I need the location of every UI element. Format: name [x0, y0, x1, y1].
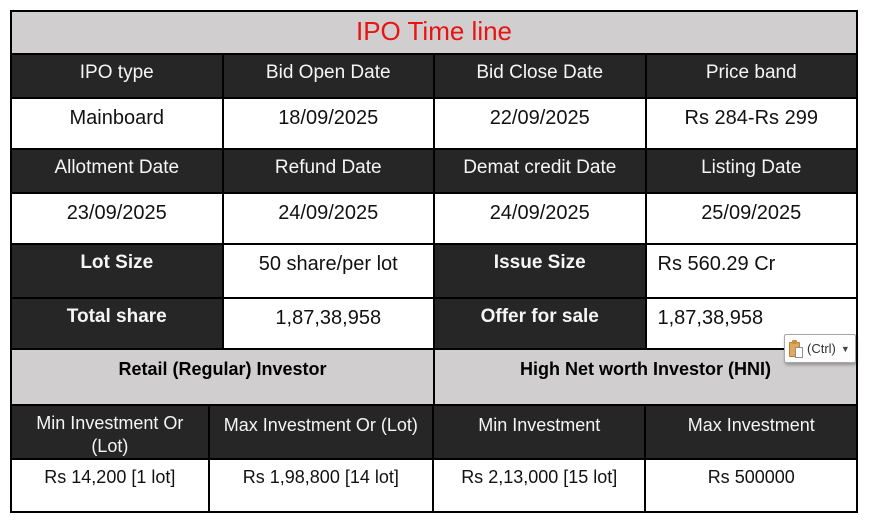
label-issue-size: Issue Size — [435, 245, 645, 297]
value-max-investment-hni: Rs 500000 — [646, 460, 856, 511]
clipboard-clip — [792, 339, 797, 344]
value-min-investment-hni: Rs 2,13,000 [15 lot] — [434, 460, 645, 511]
clipboard-paste-icon — [789, 339, 804, 358]
value-refund-date: 24/09/2025 — [223, 194, 433, 243]
header-allotment-date: Allotment Date — [12, 150, 222, 192]
value-price-band: Rs 284-Rs 299 — [646, 99, 856, 148]
header-row-1: IPO type Bid Open Date Bid Close Date Pr… — [12, 55, 856, 97]
label-lot-size: Lot Size — [12, 245, 222, 297]
header-demat-credit-date: Demat credit Date — [435, 150, 645, 192]
paste-options-button[interactable]: (Ctrl) ▼ — [784, 334, 856, 363]
table-title: IPO Time line — [12, 12, 856, 53]
value-min-investment-lot: Rs 14,200 [1 lot] — [12, 460, 208, 511]
investor-section-row: Retail (Regular) Investor High Net worth… — [12, 350, 856, 404]
data-row-2: 23/09/2025 24/09/2025 24/09/2025 25/09/2… — [12, 194, 856, 243]
value-max-investment-lot: Rs 1,98,800 [14 lot] — [209, 460, 432, 511]
header-refund-date: Refund Date — [223, 150, 433, 192]
value-allotment-date: 23/09/2025 — [12, 194, 222, 243]
label-offer-for-sale: Offer for sale — [435, 299, 645, 348]
header-price-band: Price band — [646, 55, 856, 97]
header-row-2: Allotment Date Refund Date Demat credit … — [12, 150, 856, 192]
section-retail-investor: Retail (Regular) Investor — [12, 350, 433, 404]
paste-options-label: (Ctrl) — [807, 341, 836, 356]
value-bid-open-date: 18/09/2025 — [223, 99, 433, 148]
header-bid-close-date: Bid Close Date — [435, 55, 645, 97]
header-row-3: Min Investment Or (Lot) Max Investment O… — [12, 406, 856, 458]
value-lot-size: 50 share/per lot — [223, 245, 433, 297]
value-total-share: 1,87,38,958 — [223, 299, 433, 348]
value-listing-date: 25/09/2025 — [646, 194, 856, 243]
share-offer-row: Total share 1,87,38,958 Offer for sale 1… — [12, 299, 856, 348]
header-ipo-type: IPO type — [12, 55, 222, 97]
header-max-investment-hni: Max Investment — [646, 406, 856, 458]
data-row-3: Rs 14,200 [1 lot] Rs 1,98,800 [14 lot] R… — [12, 460, 856, 511]
value-ipo-type: Mainboard — [12, 99, 222, 148]
value-offer-for-sale: 1,87,38,958 — [646, 299, 856, 348]
value-demat-credit-date: 24/09/2025 — [435, 194, 645, 243]
label-total-share: Total share — [12, 299, 222, 348]
header-min-investment-lot: Min Investment Or (Lot) — [12, 406, 208, 458]
ipo-table: IPO Time line IPO type Bid Open Date Bid… — [10, 10, 858, 513]
clipboard-page — [795, 346, 803, 358]
data-row-1: Mainboard 18/09/2025 22/09/2025 Rs 284-R… — [12, 99, 856, 148]
title-row: IPO Time line — [12, 12, 856, 53]
header-max-investment-lot: Max Investment Or (Lot) — [209, 406, 432, 458]
chevron-down-icon[interactable]: ▼ — [840, 343, 850, 354]
header-listing-date: Listing Date — [646, 150, 856, 192]
value-issue-size: Rs 560.29 Cr — [646, 245, 856, 297]
lot-issue-row: Lot Size 50 share/per lot Issue Size Rs … — [12, 245, 856, 297]
header-bid-open-date: Bid Open Date — [223, 55, 433, 97]
header-min-investment-hni: Min Investment — [434, 406, 645, 458]
value-bid-close-date: 22/09/2025 — [435, 99, 645, 148]
